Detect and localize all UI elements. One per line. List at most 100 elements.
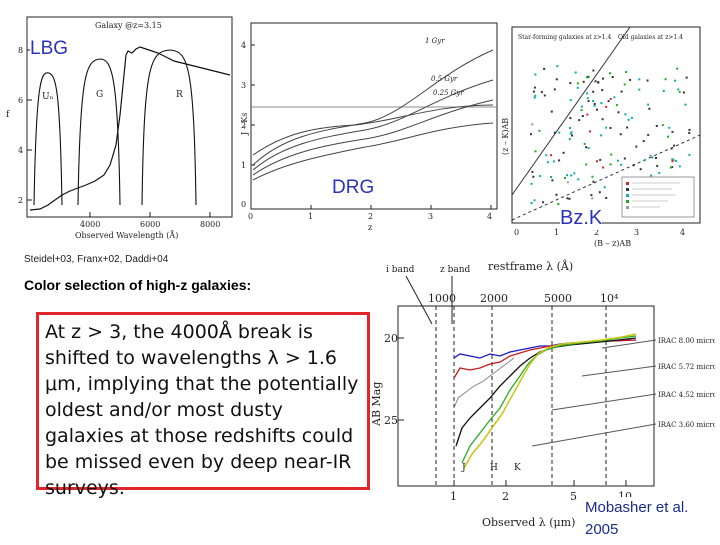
bzk-point [610,153,613,156]
bzk-point [615,104,618,107]
bzk-point [682,91,685,94]
drg-figure: 1 Gyr 0.5 Gyr 0.25 Gyr J – Ks 4 3 2 1 0 … [235,15,505,240]
bzk-point [619,133,622,136]
bzk-point [609,97,612,100]
drg-curve-025gyr: 0.25 Gyr [433,89,464,97]
bzk-point [582,80,585,83]
bzk-point [576,86,579,89]
bzk-point [553,131,556,134]
bzk-point [620,163,623,166]
bzk-point [647,103,650,106]
bzk-point [556,65,559,68]
sed-filter-k: K [514,463,521,473]
sed-band-i: i band [386,265,415,275]
bzk-xtick-0: 0 [514,228,519,237]
bzk-point [571,134,574,137]
bzk-xtick-4: 4 [680,228,685,237]
bzk-point [589,130,591,133]
bzk-point [672,159,675,162]
bzk-point [688,131,691,134]
bzk-point [623,83,626,86]
sed-top-tick-10k: 10⁴ [600,292,619,305]
bzk-point [602,166,605,169]
drg-curve-05gyr: 0.5 Gyr [431,75,458,83]
bzk-tag: Bz.K [560,207,603,230]
bzk-point [671,160,674,163]
bzk-point [593,102,596,105]
bzk-point [550,154,552,157]
lbg-plot: Galaxy @z=3.15 Uₙ G R 8 6 4 2 f 4000 600… [6,16,233,240]
bzk-scatter [530,65,691,205]
bzk-point [677,88,680,91]
bzk-point [629,78,632,81]
bzk-point [587,75,590,78]
bzk-point [673,144,676,147]
bzk-point [632,164,635,167]
drg-ytick-1: 1 [241,161,246,170]
bzk-point [532,175,535,178]
bzk-point [534,150,537,153]
sed-xtick-1: 1 [450,490,457,503]
drg-curve-1gyr: 1 Gyr [425,37,445,45]
bzk-point [568,138,571,141]
bzk-point [601,118,604,121]
bzk-xtick-2: 2 [594,228,599,237]
bzk-point [586,76,589,79]
bzk-point [586,113,589,116]
bzk-point [671,130,674,133]
bzk-point [569,132,572,135]
lbg-xtick-4000: 4000 [80,220,100,229]
bzk-point [587,147,590,149]
bzk-point [587,100,590,103]
lbg-ytick-4: 4 [18,146,23,155]
drg-xtick-4: 4 [487,212,492,221]
bzk-point [667,135,669,138]
bzk-point [533,199,536,202]
bzk-point [655,125,658,127]
drg-xlabel: z [368,223,372,232]
bzk-point [550,110,553,113]
citation: Steidel+03, Franx+02, Daddi+04 [24,254,169,265]
bzk-point [656,164,659,167]
bzk-point [592,90,595,93]
bzk-point [591,197,594,200]
bzk-point [534,73,537,76]
bzk-point [598,191,601,194]
bzk-xlabel: (B – z)AB [594,239,631,248]
bzk-point [603,186,606,189]
bzk-point [650,174,653,177]
bzk-point [605,105,608,108]
bzk-point [623,157,626,160]
bzk-point [558,159,561,162]
sed-top-axis-label: restframe λ (Å) [488,259,573,273]
bzk-point [592,180,595,183]
credit: Mobasher et al. 2005 [585,497,689,541]
bzk-point [586,97,589,100]
drg-xtick-2: 2 [368,212,373,221]
bzk-point [605,197,608,199]
bzk-point [586,92,588,95]
bzk-point [597,81,600,84]
bzk-point [566,197,569,200]
bzk-plot: Star-forming galaxies at z>1.4 Old galax… [501,26,701,248]
bzk-point [625,71,628,73]
lbg-ytick-2: 2 [18,196,23,205]
bzk-point [545,154,548,157]
bzk-point [670,147,673,150]
bzk-point [638,88,641,91]
bzk-point [662,90,665,92]
bzk-point [627,118,630,121]
bzk-point [671,166,674,169]
bzk-point [539,175,542,177]
bzk-point [581,115,584,117]
bzk-point [688,128,691,131]
sed-xlabel: Observed λ (μm) [482,516,575,529]
drg-xtick-0: 0 [248,212,253,221]
lbg-xlabel: Observed Wavelength (Å) [75,231,178,240]
bzk-point [590,194,593,197]
bzk-point [617,159,619,162]
sed-filter-h: H [490,463,498,473]
credit-year: 2005 [585,521,619,538]
drg-ylabel: J – Ks [240,113,249,136]
bzk-point [638,78,641,81]
